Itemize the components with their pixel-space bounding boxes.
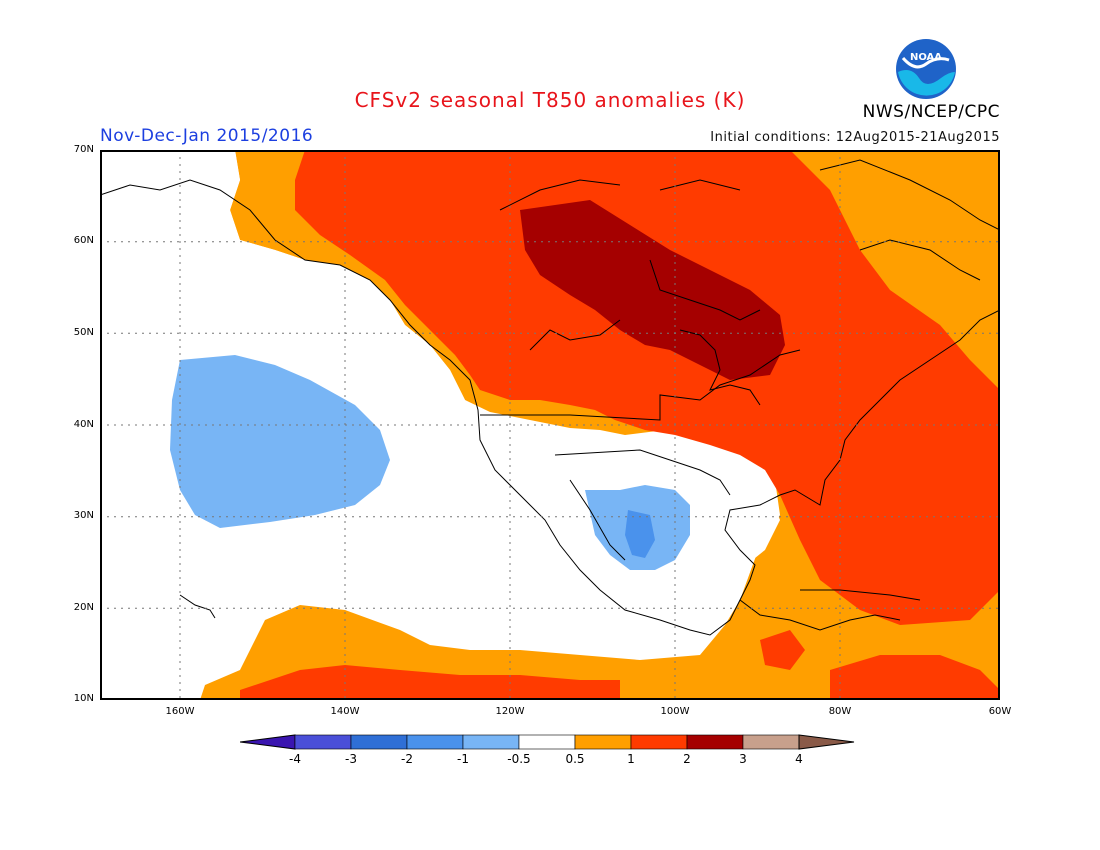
color-bar-cell (350, 734, 408, 750)
color-bar-label: -0.5 (507, 752, 531, 766)
lat-label: 40N (73, 419, 94, 430)
color-bar-label: 3 (739, 752, 747, 766)
logo-text: NOAA (910, 52, 942, 63)
color-bar-label: 2 (683, 752, 691, 766)
color-bar-label: 0.5 (565, 752, 585, 766)
color-bar (240, 734, 855, 750)
anomaly-zone-neg1-neg2 (625, 510, 655, 558)
lon-label: 60W (988, 706, 1012, 717)
color-bar-cell (742, 734, 800, 750)
lon-label: 160W (165, 706, 195, 717)
noaa-logo: NOAA (896, 39, 956, 99)
lat-label: 30N (73, 510, 94, 521)
lon-label: 100W (660, 706, 690, 717)
lat-label: 20N (73, 602, 94, 613)
chart-title: CFSv2 seasonal T850 anomalies (K) (354, 88, 746, 112)
lon-label: 140W (330, 706, 360, 717)
lat-label: 60N (73, 235, 94, 246)
color-bar-label: -1 (457, 752, 469, 766)
lon-label: 80W (828, 706, 852, 717)
color-bar-cell (294, 734, 352, 750)
anomaly-zone-1-2 (240, 150, 1000, 700)
lat-label: 70N (73, 144, 94, 155)
color-bar-label: -2 (401, 752, 413, 766)
initial-conditions-label: Initial conditions: 12Aug2015-21Aug2015 (710, 130, 1000, 145)
lon-label: 120W (495, 706, 525, 717)
color-bar-cell (630, 734, 688, 750)
color-bar-cell (240, 734, 296, 750)
anomaly-map (100, 150, 1000, 700)
map-frame (100, 150, 1000, 700)
color-bar-label: 1 (627, 752, 635, 766)
coastlines (100, 159, 1000, 636)
color-bar-cell (798, 734, 855, 750)
agency-label: NWS/NCEP/CPC (862, 102, 1000, 122)
color-bar-cell (574, 734, 632, 750)
period-label: Nov-Dec-Jan 2015/2016 (100, 126, 314, 146)
color-bar-cell (518, 734, 576, 750)
map-gridlines (100, 150, 1000, 700)
color-bar-cell (686, 734, 744, 750)
lat-label: 50N (73, 327, 94, 338)
color-bar-cell (406, 734, 464, 750)
color-bar-label: -3 (345, 752, 357, 766)
lat-label: 10N (73, 693, 94, 704)
color-bar-label: -4 (289, 752, 301, 766)
color-bar-cell (462, 734, 520, 750)
anomaly-zone-2-3 (520, 200, 785, 380)
color-bar-label: 4 (795, 752, 803, 766)
